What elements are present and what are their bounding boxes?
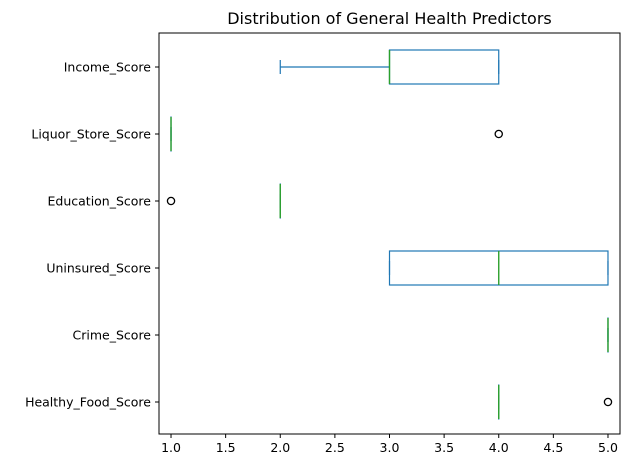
x-tick-label: 2.5 — [325, 440, 345, 455]
y-tick-label: Liquor_Store_Score — [31, 127, 151, 142]
box-group — [499, 385, 612, 419]
x-tick-label: 3.5 — [434, 440, 454, 455]
x-axis: 1.0 1.5 2.0 2.5 3.0 3.5 4.0 4.5 5.0 — [161, 434, 618, 455]
plot-frame — [159, 33, 620, 434]
x-tick-label: 3.0 — [380, 440, 400, 455]
y-axis: Income_Score Liquor_Store_Score Education_… — [25, 60, 159, 410]
x-tick-label: 1.5 — [216, 440, 236, 455]
outlier-point — [604, 398, 611, 405]
box-group — [390, 251, 608, 285]
x-tick-label: 5.0 — [598, 440, 618, 455]
y-tick-label: Education_Score — [48, 194, 152, 209]
box-group — [167, 184, 280, 218]
x-tick-label: 4.5 — [543, 440, 563, 455]
y-tick-label: Income_Score — [64, 60, 152, 75]
y-tick-label: Healthy_Food_Score — [25, 395, 151, 410]
y-tick-label: Crime_Score — [73, 328, 152, 343]
outlier-point — [495, 130, 502, 137]
plot-marks — [167, 50, 611, 419]
box-group — [171, 117, 502, 151]
box — [390, 50, 499, 84]
chart-title: Distribution of General Health Predictor… — [227, 9, 552, 28]
box-group — [280, 50, 498, 84]
x-tick-label: 2.0 — [270, 440, 290, 455]
outlier-point — [167, 197, 174, 204]
x-tick-label: 1.0 — [161, 440, 181, 455]
x-tick-label: 4.0 — [489, 440, 509, 455]
y-tick-label: Uninsured_Score — [46, 261, 151, 276]
